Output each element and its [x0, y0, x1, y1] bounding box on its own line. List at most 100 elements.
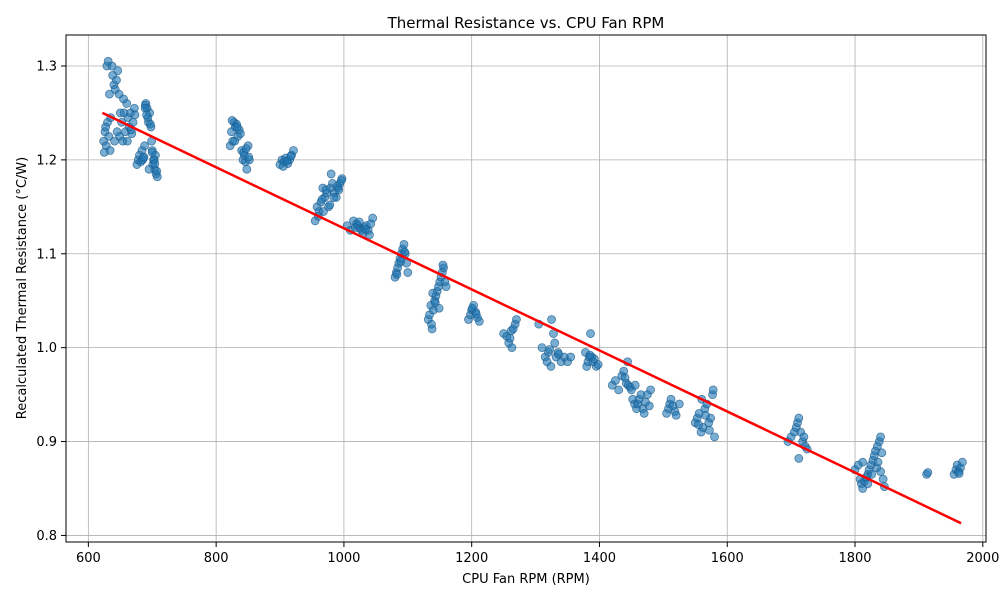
x-tick-label: 1800: [838, 551, 871, 566]
data-point: [232, 122, 242, 132]
data-point: [428, 288, 438, 298]
data-point: [140, 141, 149, 151]
data-point: [244, 152, 254, 162]
regression-line: [101, 111, 962, 525]
data-point: [878, 474, 888, 484]
x-tick-label: 600: [76, 551, 101, 566]
data-point: [336, 176, 346, 185]
data-point: [105, 89, 114, 99]
data-point: [227, 116, 237, 125]
data-point: [701, 410, 710, 420]
plot-frame: [65, 34, 987, 543]
y-tick-label: 0.9: [36, 435, 57, 450]
data-point: [710, 432, 719, 442]
data-point: [334, 185, 344, 195]
data-point: [113, 66, 123, 76]
data-point: [241, 144, 251, 154]
data-point: [550, 338, 560, 348]
data-point: [152, 166, 162, 176]
data-point: [441, 282, 451, 292]
data-point: [957, 457, 967, 467]
data-point: [586, 329, 595, 338]
data-point: [107, 61, 117, 71]
data-point: [704, 425, 714, 435]
x-tick-label: 2000: [966, 551, 999, 566]
data-point: [399, 239, 409, 249]
data-point: [799, 432, 809, 442]
data-point: [547, 315, 556, 324]
grid-lines: [66, 35, 986, 542]
data-point: [867, 469, 877, 479]
data-point: [326, 169, 336, 179]
data-point: [873, 457, 883, 467]
data-point: [130, 110, 140, 120]
data-point: [646, 385, 655, 395]
data-point: [368, 213, 378, 223]
data-point: [512, 315, 521, 324]
data-point: [630, 380, 640, 390]
data-point: [546, 362, 556, 371]
data-point: [104, 131, 114, 141]
data-point: [101, 122, 111, 132]
data-point: [858, 457, 868, 467]
x-tick-label: 1600: [711, 551, 744, 566]
data-point: [329, 193, 339, 202]
y-axis-label: Recalculated Thermal Resistance (°C/W): [15, 157, 30, 419]
data-point: [242, 164, 252, 174]
data-point: [145, 119, 155, 129]
y-tick-label: 1.1: [36, 247, 57, 262]
data-point: [954, 469, 964, 478]
data-point: [139, 152, 149, 162]
data-point: [400, 247, 410, 257]
data-point: [794, 413, 804, 423]
x-tick-label: 1200: [455, 551, 488, 566]
data-point: [566, 352, 576, 362]
data-point: [505, 333, 515, 343]
data-point: [471, 309, 481, 319]
data-point: [392, 270, 402, 279]
data-point: [286, 151, 296, 161]
data-point: [354, 217, 364, 227]
data-point: [317, 194, 327, 204]
data-point: [361, 224, 371, 234]
data-point: [147, 147, 157, 157]
data-point: [427, 319, 436, 329]
data-point: [230, 136, 240, 146]
data-point: [639, 408, 649, 418]
data-point: [403, 268, 413, 277]
data-point: [434, 303, 444, 313]
data-point: [319, 207, 328, 216]
data-point: [877, 448, 887, 458]
y-tick-label: 1.3: [36, 59, 57, 74]
data-point: [671, 410, 681, 420]
fit-line: [101, 111, 962, 525]
y-tick-label: 0.8: [36, 529, 57, 544]
data-point: [674, 399, 684, 409]
data-point: [554, 349, 563, 359]
data-point: [112, 75, 121, 85]
chart-title: Thermal Resistance vs. CPU Fan RPM: [387, 14, 665, 32]
data-point: [119, 94, 128, 104]
data-point: [150, 159, 160, 169]
data-point: [99, 147, 109, 157]
data-point: [474, 316, 484, 326]
data-point: [122, 136, 132, 146]
data-point: [876, 467, 885, 476]
x-tick-label: 800: [204, 551, 229, 566]
data-point: [593, 360, 603, 369]
data-point: [923, 468, 933, 477]
data-point: [438, 260, 448, 270]
data-point: [708, 385, 718, 395]
data-point: [585, 350, 595, 360]
data-point: [325, 200, 335, 210]
data-point: [794, 454, 804, 463]
x-axis-label: CPU Fan RPM (RPM): [462, 572, 590, 587]
y-tick-label: 1.2: [36, 153, 57, 168]
data-point: [876, 432, 885, 442]
data-point: [611, 376, 620, 385]
scatter-points: [99, 56, 967, 493]
data-point: [507, 343, 517, 353]
data-point: [614, 385, 624, 395]
